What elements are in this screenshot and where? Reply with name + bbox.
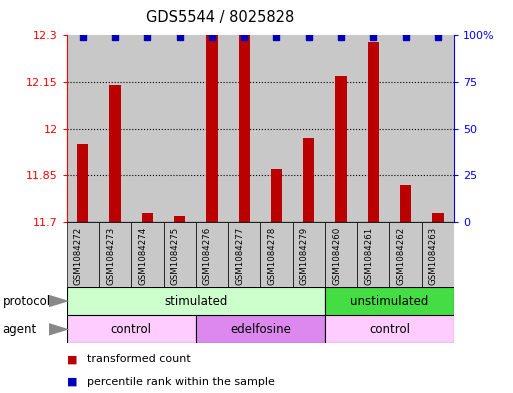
Bar — [228, 35, 260, 222]
Text: percentile rank within the sample: percentile rank within the sample — [87, 377, 275, 387]
Bar — [67, 35, 99, 222]
Text: GSM1084279: GSM1084279 — [300, 227, 309, 285]
Text: stimulated: stimulated — [164, 294, 227, 308]
Bar — [325, 315, 454, 343]
Bar — [336, 76, 347, 222]
Bar — [368, 42, 379, 222]
Text: GDS5544 / 8025828: GDS5544 / 8025828 — [147, 10, 294, 25]
Bar — [174, 216, 185, 222]
Text: agent: agent — [3, 323, 37, 336]
Text: GSM1084274: GSM1084274 — [139, 227, 147, 285]
Polygon shape — [49, 295, 69, 307]
Bar — [67, 315, 196, 343]
Text: GSM1084262: GSM1084262 — [397, 227, 406, 285]
Bar — [142, 213, 153, 222]
Text: GSM1084273: GSM1084273 — [106, 227, 115, 285]
Bar — [164, 222, 196, 287]
Text: control: control — [111, 323, 152, 336]
Bar — [357, 35, 389, 222]
Bar — [432, 213, 444, 222]
Bar — [99, 35, 131, 222]
Bar — [422, 35, 454, 222]
Bar — [271, 169, 282, 222]
Text: GSM1084277: GSM1084277 — [235, 227, 244, 285]
Text: GSM1084272: GSM1084272 — [74, 227, 83, 285]
Bar — [292, 35, 325, 222]
Text: GSM1084278: GSM1084278 — [267, 227, 277, 285]
Bar — [239, 35, 250, 222]
Bar — [303, 138, 314, 222]
Text: GSM1084275: GSM1084275 — [171, 227, 180, 285]
Text: ■: ■ — [67, 354, 77, 364]
Bar — [196, 222, 228, 287]
Bar — [325, 222, 357, 287]
Bar — [131, 222, 164, 287]
Text: control: control — [369, 323, 410, 336]
Bar — [67, 287, 325, 315]
Text: GSM1084260: GSM1084260 — [332, 227, 341, 285]
Text: transformed count: transformed count — [87, 354, 191, 364]
Bar — [109, 85, 121, 222]
Bar — [357, 222, 389, 287]
Bar — [325, 287, 454, 315]
Bar — [196, 315, 325, 343]
Text: protocol: protocol — [3, 294, 51, 308]
Bar — [389, 222, 422, 287]
Bar — [196, 35, 228, 222]
Text: GSM1084276: GSM1084276 — [203, 227, 212, 285]
Bar — [67, 222, 99, 287]
Text: GSM1084263: GSM1084263 — [429, 227, 438, 285]
Bar — [164, 35, 196, 222]
Bar — [292, 222, 325, 287]
Bar — [206, 35, 218, 222]
Bar — [99, 222, 131, 287]
Text: edelfosine: edelfosine — [230, 323, 291, 336]
Bar — [422, 222, 454, 287]
Text: unstimulated: unstimulated — [350, 294, 429, 308]
Bar — [228, 222, 260, 287]
Bar — [260, 222, 292, 287]
Text: GSM1084261: GSM1084261 — [364, 227, 373, 285]
Text: ■: ■ — [67, 377, 77, 387]
Bar — [77, 144, 88, 222]
Bar — [131, 35, 164, 222]
Bar — [400, 185, 411, 222]
Polygon shape — [49, 323, 69, 336]
Bar — [325, 35, 357, 222]
Bar — [260, 35, 292, 222]
Bar — [389, 35, 422, 222]
